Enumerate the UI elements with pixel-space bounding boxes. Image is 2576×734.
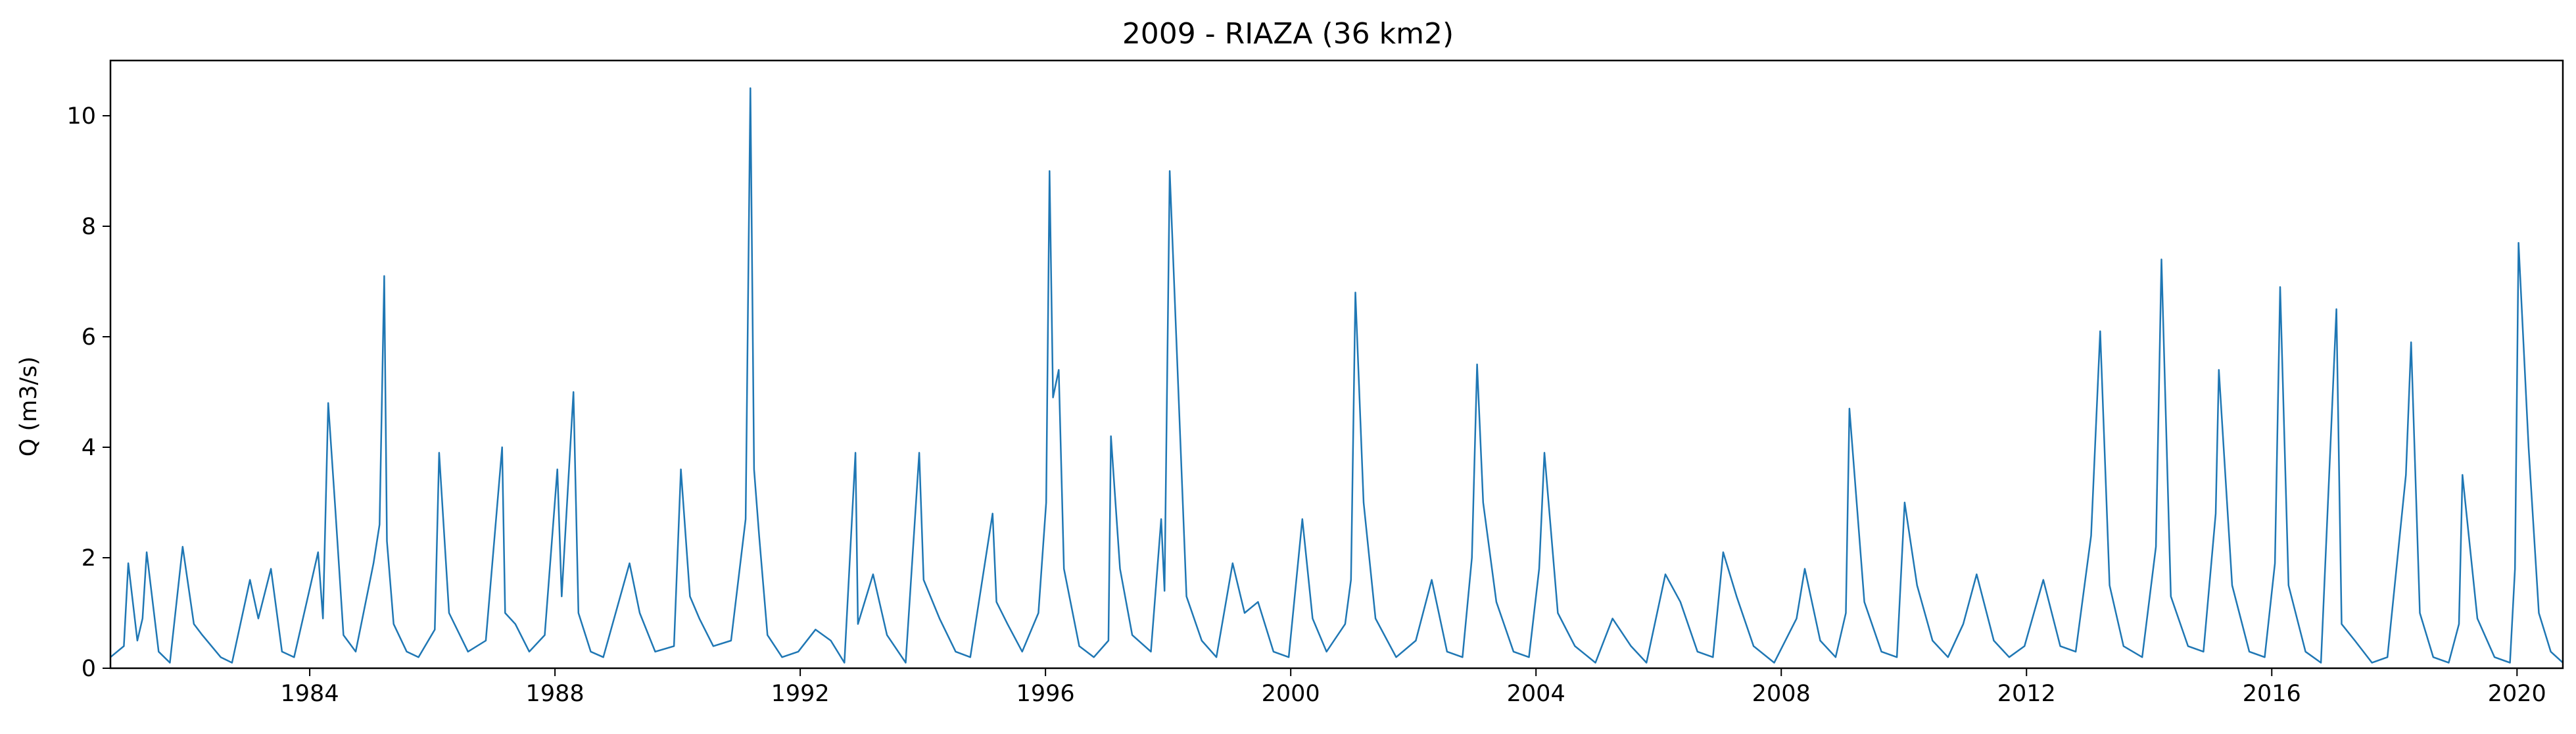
- x-tick-label: 2008: [1752, 681, 1811, 707]
- x-tick-label: 1984: [281, 681, 339, 707]
- y-tick-label: 10: [66, 103, 96, 130]
- x-tick-label: 2012: [1997, 681, 2056, 707]
- x-tick-label: 1996: [1016, 681, 1075, 707]
- y-tick-label: 0: [82, 656, 96, 682]
- y-tick-label: 2: [82, 545, 96, 572]
- x-tick-label: 2000: [1262, 681, 1320, 707]
- y-tick-label: 4: [82, 435, 96, 461]
- plot-frame: [109, 59, 2564, 670]
- x-axis-ticks: 1984 1988 1992 1996 2000 2004 2008 2012 2016 2020: [281, 668, 2546, 707]
- x-tick-label: 1988: [526, 681, 584, 707]
- x-tick-label: 2016: [2243, 681, 2301, 707]
- series-group: [110, 87, 2563, 664]
- y-axis-ticks: 0 2 4 6 8 10: [66, 103, 110, 682]
- x-tick-label: 1992: [771, 681, 830, 707]
- x-tick-label: 2020: [2488, 681, 2546, 707]
- series-line-0: [110, 87, 2563, 664]
- y-tick-label: 8: [82, 214, 96, 240]
- x-tick-label: 2004: [1507, 681, 1565, 707]
- y-axis-label: Q (m3/s): [16, 356, 42, 456]
- chart-title: 2009 - RIAZA (36 km2): [1122, 17, 1454, 51]
- y-tick-label: 6: [82, 324, 96, 351]
